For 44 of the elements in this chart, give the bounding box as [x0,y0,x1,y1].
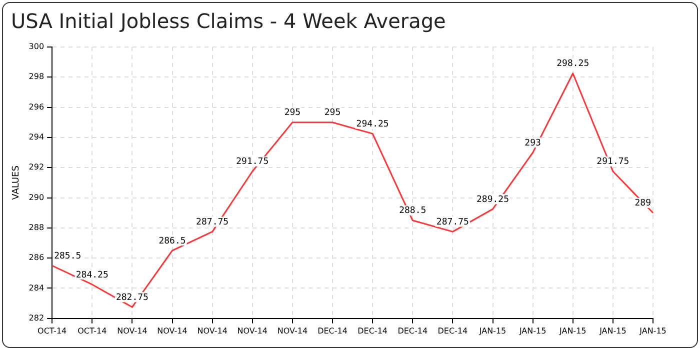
data-label: 289.25 [476,194,510,205]
y-tick-label: 294 [28,132,44,142]
y-tick-label: 290 [28,192,44,202]
y-axis-title: VALUES [12,165,22,200]
y-tick-label: 300 [28,42,44,52]
x-tick-label: NOV-14 [157,326,188,336]
chart-title: USA Initial Jobless Claims - 4 Week Average [11,9,446,33]
x-tick-label: DEC-14 [358,326,388,336]
x-tick-label: JAN-15 [638,326,666,336]
data-label: 287.75 [436,218,469,228]
x-tick-label: JAN-15 [518,326,546,336]
x-tick-label: NOV-14 [277,326,308,336]
y-tick-label: 292 [28,162,44,172]
data-label: 298.25 [556,59,590,70]
x-tick-label: JAN-15 [598,326,626,336]
x-tick-label: NOV-14 [117,326,148,336]
x-tick-label: OCT-14 [38,326,67,336]
x-tick-label: NOV-14 [197,326,228,336]
data-label: 282.75 [116,292,148,303]
data-label: 291.75 [596,157,630,168]
data-label: 289 [634,198,652,209]
x-tick-label: JAN-15 [478,326,506,336]
y-tick-label: 296 [28,102,44,112]
data-label: 294.25 [356,120,389,130]
data-label: 285.5 [54,251,82,262]
data-label: 295 [324,108,341,118]
data-label: 293 [524,138,541,148]
data-label: 295 [284,108,301,118]
y-tick-label: 282 [28,313,44,322]
x-tick-label: NOV-14 [237,326,268,336]
x-tick-label: DEC-14 [318,326,348,336]
data-label: 288.5 [399,206,426,216]
y-tick-label: 286 [28,253,44,262]
y-tick-label: 284 [28,283,44,292]
data-label: 291.75 [236,157,269,168]
y-tick-label: 298 [28,72,44,82]
data-label: 284.25 [76,270,108,280]
x-tick-label: OCT-14 [78,326,107,336]
x-tick-label: JAN-15 [558,326,586,336]
x-tick-label: DEC-14 [398,326,428,336]
y-tick-label: 288 [28,223,44,232]
x-tick-label: DEC-14 [438,326,468,336]
data-label: 287.75 [196,218,229,228]
data-label: 286.5 [158,236,186,246]
